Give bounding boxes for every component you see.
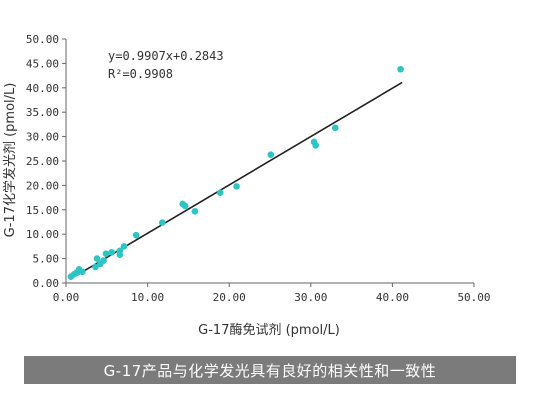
caption-text: G-17产品与化学发光具有良好的相关性和一致性 bbox=[103, 361, 437, 380]
data-point bbox=[233, 183, 240, 190]
data-point bbox=[92, 263, 99, 271]
x-tick-label: 40.00 bbox=[376, 291, 409, 304]
y-tick-label: 5.00 bbox=[33, 253, 60, 266]
data-point bbox=[216, 189, 224, 197]
y-tick-label: 35.00 bbox=[26, 106, 59, 119]
data-point bbox=[100, 257, 107, 264]
x-tick-label: 0.00 bbox=[53, 291, 80, 304]
data-point bbox=[191, 207, 199, 215]
y-tick-label: 20.00 bbox=[26, 179, 59, 192]
y-tick-label: 10.00 bbox=[26, 228, 59, 241]
y-tick-label: 50.00 bbox=[26, 33, 59, 46]
r-squared-label: R²=0.9908 bbox=[108, 67, 173, 81]
data-point bbox=[267, 151, 275, 158]
x-axis-title: G-17酶免试剂 (pmol/L) bbox=[198, 322, 340, 338]
data-point bbox=[158, 219, 166, 226]
x-tick-label: 30.00 bbox=[294, 291, 327, 304]
data-point bbox=[102, 250, 110, 258]
y-tick-label: 15.00 bbox=[26, 204, 59, 217]
data-point bbox=[116, 251, 124, 258]
chart-ticks: 0.00 10.00 20.00 30.00 40.00 50.00 0.00 5.00 10.… bbox=[26, 33, 491, 304]
data-point bbox=[120, 243, 128, 250]
y-tick-label: 30.00 bbox=[26, 131, 59, 144]
data-point bbox=[108, 248, 115, 256]
data-point bbox=[181, 202, 189, 210]
caption-bar: G-17产品与化学发光具有良好的相关性和一致性 bbox=[24, 356, 516, 384]
x-tick-label: 10.00 bbox=[131, 291, 164, 304]
scatter-chart: 0.00 10.00 20.00 30.00 40.00 50.00 0.00 5.00 10.… bbox=[2, 33, 491, 338]
y-tick-label: 25.00 bbox=[26, 155, 59, 168]
y-tick-label: 40.00 bbox=[26, 82, 59, 95]
data-point bbox=[331, 124, 339, 132]
data-points-layer bbox=[67, 65, 404, 280]
y-axis-title: G-17化学发光剂 (pmol/L) bbox=[2, 83, 18, 238]
x-tick-label: 20.00 bbox=[213, 291, 246, 304]
y-tick-label: 0.00 bbox=[33, 277, 60, 290]
data-point bbox=[312, 142, 319, 149]
data-point bbox=[397, 65, 404, 73]
equation-label: y=0.9907x+0.2843 bbox=[108, 49, 224, 63]
data-point bbox=[132, 231, 140, 239]
data-point bbox=[93, 255, 101, 262]
data-point bbox=[79, 268, 86, 276]
y-tick-label: 45.00 bbox=[26, 57, 59, 70]
x-tick-label: 50.00 bbox=[457, 291, 490, 304]
